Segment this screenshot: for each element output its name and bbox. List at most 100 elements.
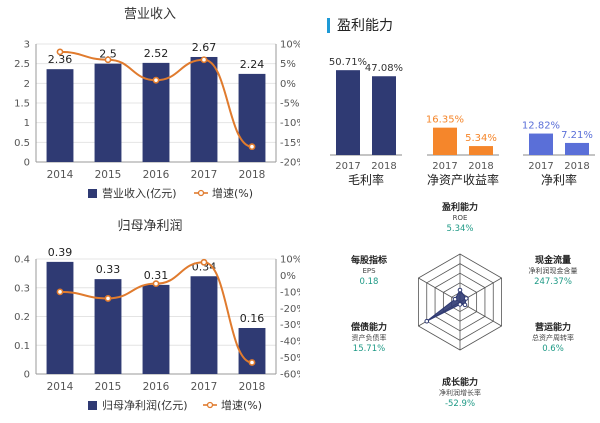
profitability-bar [469, 146, 493, 155]
profitability-group-name: 毛利率 [348, 172, 384, 187]
radar-data-point [424, 318, 430, 324]
revenue-growth-point [200, 56, 208, 64]
radar-axis-label: 成长能力 净利润增长率 -52.9% [405, 378, 515, 410]
revenue-right-tick-label: -10% [280, 118, 300, 129]
profitability-bar [529, 133, 553, 155]
revenue-chart-panel: 营业收入 0 0.5 1 1.5 2 2.5 3 -20% -15% -10% -5% 0% 5% 10%… [0, 0, 300, 210]
radar-axis-metric: 净利润增长率 [439, 389, 481, 398]
radar-axis-metric: EPS [362, 267, 376, 276]
revenue-growth-point [104, 56, 112, 64]
net-profit-growth-line [59, 261, 253, 364]
net-profit-left-tick-label: 0.4 [14, 255, 30, 266]
profitability-year-label: 2017 [528, 161, 553, 172]
revenue-bar [46, 69, 74, 162]
revenue-right-tick-label: 0% [280, 79, 296, 90]
net-profit-chart-panel: 归母净利润 0 0.1 0.2 0.3 0.4 -60% -50% -40% -30% -20% -… [0, 212, 300, 423]
revenue-bar-value-label: 2.24 [240, 58, 265, 71]
net-profit-growth-point [152, 280, 160, 288]
revenue-bar-value-label: 2.5 [99, 48, 117, 61]
net-profit-bar [142, 284, 170, 374]
profitability-section-title: 盈利能力 [337, 18, 393, 34]
net-profit-growth-point [200, 258, 208, 266]
radar-axis-label: 每股指标 EPS 0.18 [314, 256, 424, 288]
profitability-bar-value-label: 7.21% [561, 130, 593, 141]
profitability-bar [372, 76, 396, 155]
net-profit-right-tick-label: -60% [280, 370, 300, 381]
revenue-chart: 0 0.5 1 1.5 2 2.5 3 -20% -15% -10% -5% 0% 5% 10% 2.36 2… [14, 40, 300, 201]
revenue-x-tick-label: 2018 [239, 169, 266, 181]
radar-axis-metric: 资产负债率 [351, 334, 387, 343]
net-profit-x-tick-label: 2016 [143, 381, 170, 393]
revenue-left-tick-label: 1 [24, 118, 30, 129]
radar-axis-label: 现金流量 净利润现金含量 247.37% [498, 256, 600, 288]
net-profit-bar [46, 261, 74, 374]
radar-axis-value: 247.37% [534, 277, 572, 287]
revenue-bar-value-label: 2.67 [192, 41, 217, 54]
revenue-right-tick-label: 10% [280, 40, 300, 51]
revenue-bar-value-label: 2.36 [48, 53, 73, 66]
revenue-right-tick-label: -15% [280, 138, 300, 149]
radar-axis-title: 偿债能力 [350, 323, 387, 333]
revenue-right-tick-label: 5% [280, 59, 296, 70]
net-profit-bar-value-label: 0.31 [144, 269, 169, 282]
revenue-left-tick-label: 2.5 [14, 59, 30, 70]
net-profit-legend-line-marker [206, 401, 214, 409]
net-profit-chart-title: 归母净利润 [117, 219, 183, 234]
radar-axis-title: 现金流量 [534, 256, 571, 266]
net-profit-right-tick-label: -10% [280, 287, 300, 298]
radar-axis-label: 偿债能力 资产负债率 15.71% [314, 323, 424, 355]
net-profit-bar-value-label: 0.39 [48, 246, 73, 259]
radar-data-point [457, 302, 463, 307]
profitability-bar-value-label: 50.71% [329, 57, 367, 68]
radar-axis-metric: 净利润现金含量 [528, 267, 578, 276]
revenue-bar [190, 56, 218, 163]
profitability-bar-value-label: 47.08% [365, 63, 403, 74]
revenue-legend-line-label: 增速(%) [212, 186, 253, 200]
profitability-bar-charts: 50.71%201747.08%2018毛利率16.35%20175.34%20… [329, 57, 595, 187]
revenue-chart-title: 营业收入 [123, 7, 176, 22]
revenue-growth-point [152, 76, 160, 84]
net-profit-legend-bar-swatch [88, 401, 97, 410]
revenue-right-tick-label: -20% [280, 158, 300, 169]
revenue-bar [94, 63, 122, 162]
radar-axis-value: 5.34% [446, 224, 474, 234]
revenue-left-tick-label: 2 [24, 79, 30, 90]
net-profit-x-tick-label: 2018 [239, 381, 266, 393]
profitability-bar-value-label: 16.35% [426, 115, 464, 126]
net-profit-left-tick-label: 0 [24, 370, 30, 381]
radar-axis-value: 0.18 [359, 277, 379, 287]
revenue-left-tick-label: 0.5 [14, 138, 30, 149]
net-profit-bar-value-label: 0.16 [240, 312, 265, 325]
radar-axis-value: -52.9% [444, 399, 476, 409]
net-profit-right-tick-label: 0% [280, 271, 296, 282]
radar-data-point [452, 296, 458, 302]
section-accent-bar [327, 18, 330, 33]
net-profit-left-tick-label: 0.3 [14, 283, 30, 294]
revenue-x-tick-label: 2015 [95, 169, 122, 181]
net-profit-right-tick-label: -30% [280, 320, 300, 331]
profitability-bar-value-label: 12.82% [522, 121, 560, 132]
revenue-left-tick-label: 0 [24, 158, 30, 169]
net-profit-legend-line-label: 增速(%) [221, 398, 262, 412]
revenue-x-tick-label: 2016 [143, 169, 170, 181]
revenue-legend-bar-swatch [88, 189, 97, 198]
profitability-bar [336, 70, 360, 155]
radar-axis-label: 营运能力 总资产周转率 0.6% [498, 323, 600, 355]
net-profit-right-tick-label: 10% [280, 255, 300, 266]
revenue-x-tick-label: 2014 [47, 169, 74, 181]
net-profit-legend-bar-label: 归母净利润(亿元) [102, 398, 188, 412]
profitability-bar-value-label: 5.34% [465, 133, 497, 144]
revenue-bar-value-label: 2.52 [144, 47, 169, 60]
radar-data-point [463, 296, 469, 301]
net-profit-chart: 0 0.1 0.2 0.3 0.4 -60% -50% -40% -30% -20% -10% 0% 1… [14, 246, 300, 412]
net-profit-x-tick-label: 2017 [191, 381, 218, 393]
profitability-group-name: 净资产收益率 [427, 172, 499, 187]
revenue-growth-line [59, 50, 253, 148]
net-profit-left-tick-label: 0.1 [14, 341, 30, 352]
net-profit-bar [190, 276, 218, 374]
profitability-year-label: 2017 [432, 161, 457, 172]
net-profit-growth-point [56, 288, 64, 296]
radar-chart [418, 253, 502, 351]
radar-axis-value: 0.6% [542, 344, 564, 354]
profitability-year-label: 2018 [371, 161, 396, 172]
